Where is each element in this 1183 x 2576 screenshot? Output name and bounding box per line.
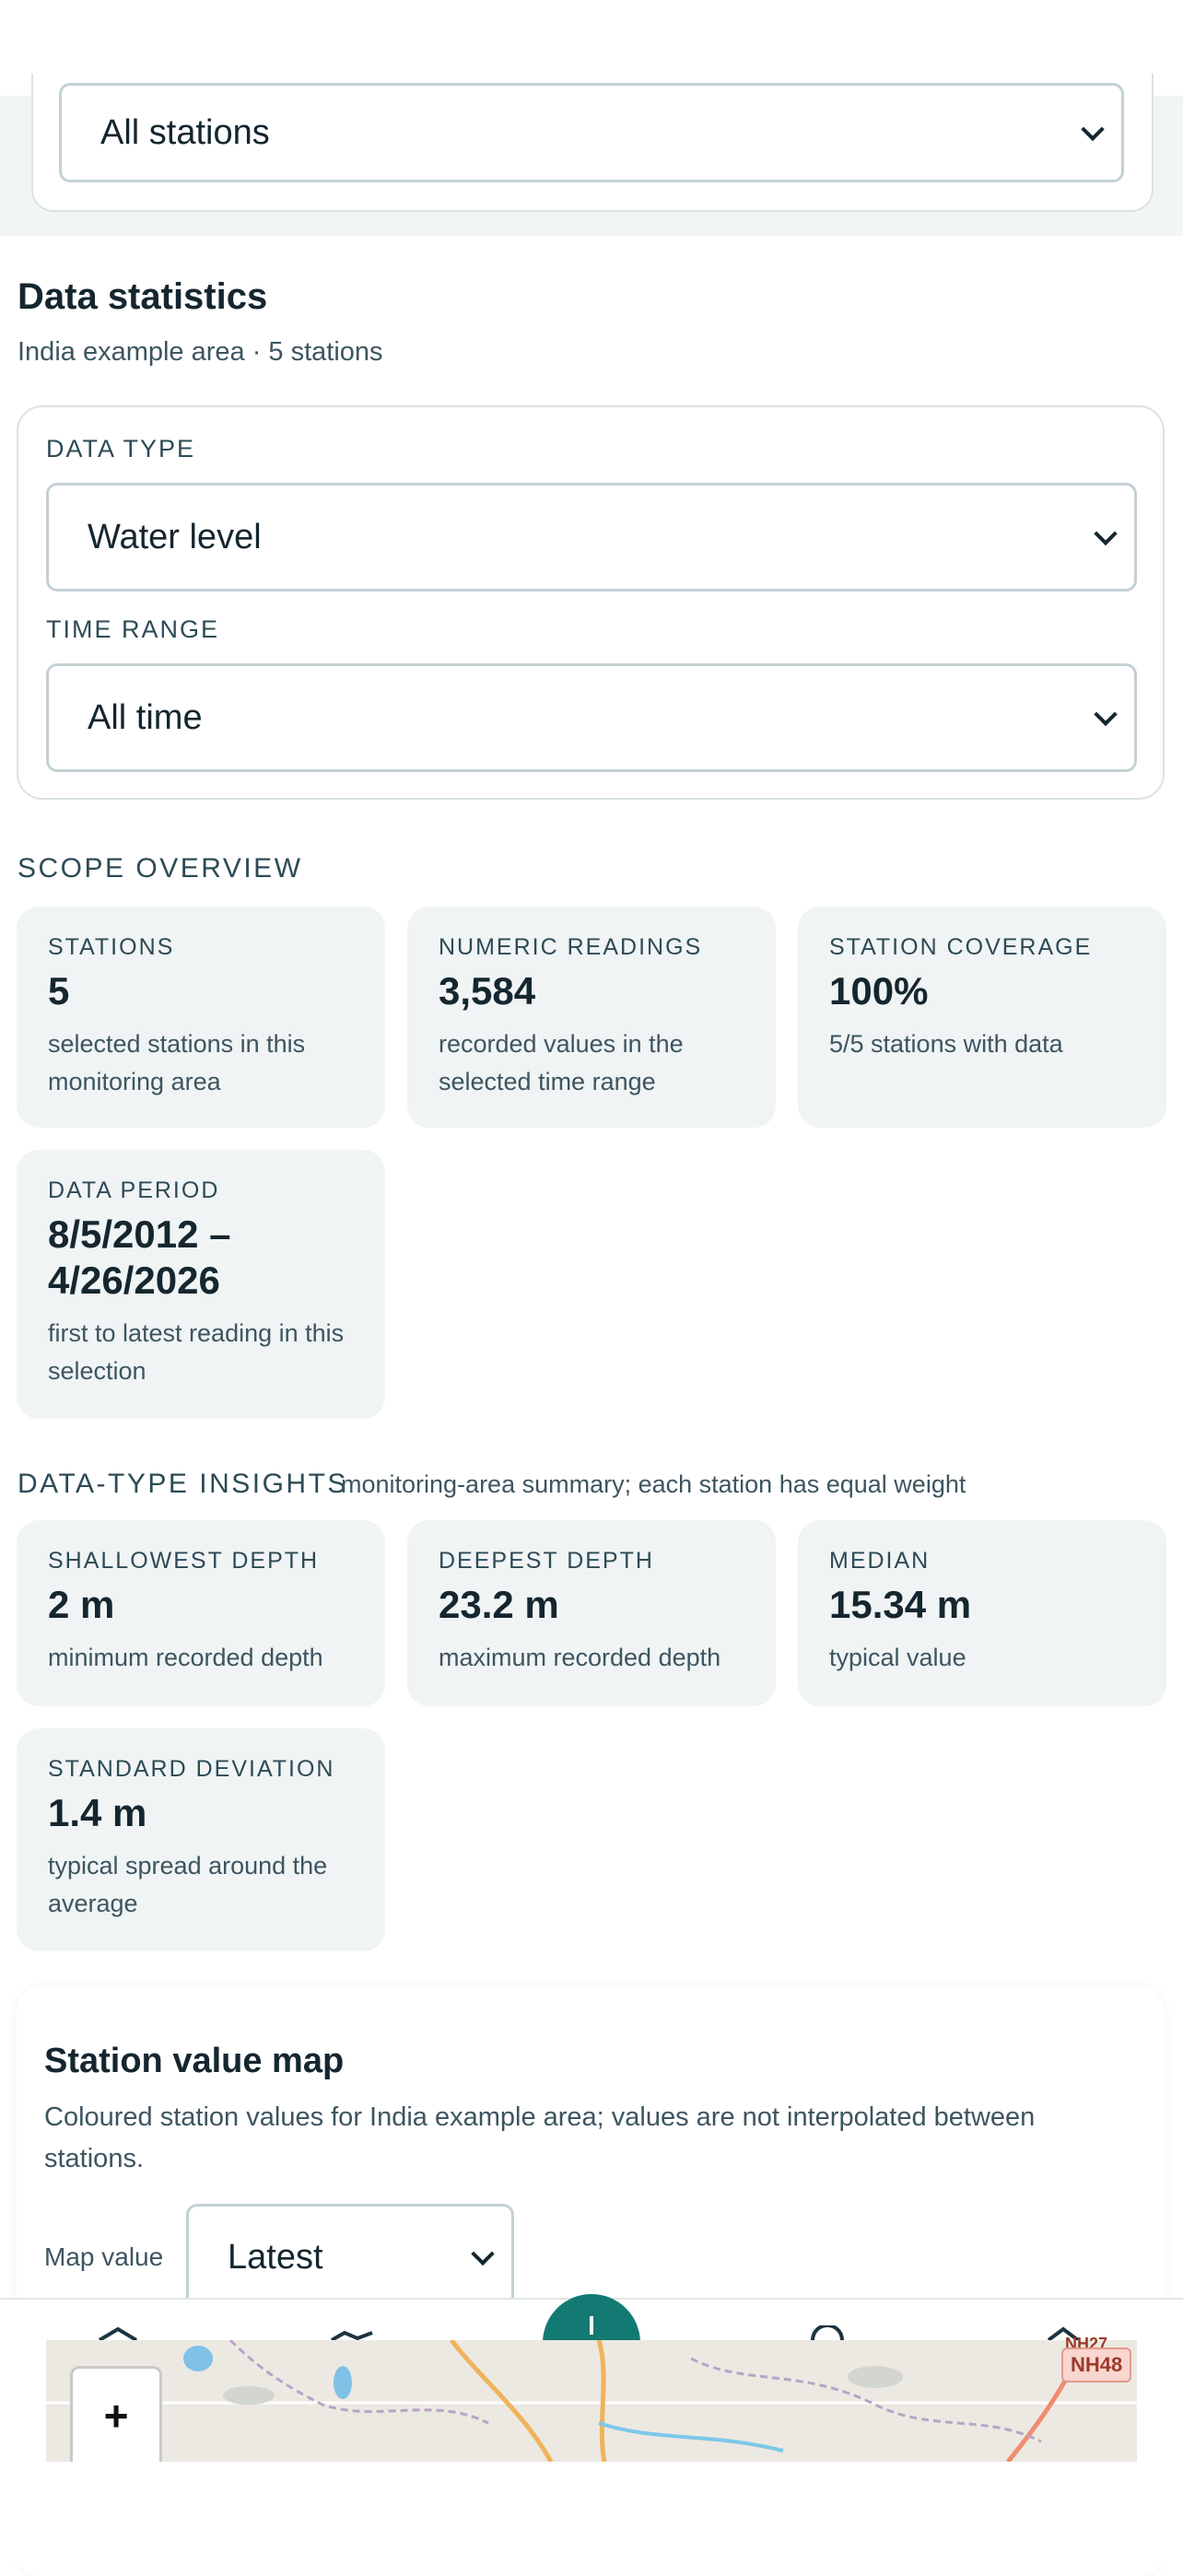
stat-card-data-period: DATA PERIOD 8/5/2012 – 4/26/2026 first t… [17,1150,385,1419]
map-description: Coloured station values for India exampl… [44,2102,1036,2173]
stat-card-value: 5 [48,969,70,1013]
stat-card-desc: first to latest reading in this selectio… [48,1319,345,1385]
time-range-value: All time [88,697,203,737]
station-select[interactable]: All stations [59,83,1124,182]
insight-card-value: 23.2 m [439,1583,559,1626]
chevron-down-icon [1081,117,1105,142]
station-select-value: All stations [100,112,270,152]
stat-card-title: STATION COVERAGE [829,934,1093,960]
chevron-down-icon [1094,521,1118,546]
data-type-label: DATA TYPE [46,435,196,463]
stat-card-title: STATIONS [48,934,175,960]
chevron-down-icon [471,2242,495,2266]
insight-card-title: SHALLOWEST DEPTH [48,1548,320,1574]
stat-card-title: NUMERIC READINGS [439,934,703,960]
stat-card-value: 3,584 [439,969,536,1013]
stat-card-stations: STATIONS 5 selected stations in this mon… [17,907,385,1128]
stat-card-desc: recorded values in the selected time ran… [439,1030,684,1095]
time-range-select[interactable]: All time [46,663,1137,772]
stat-card-value: 8/5/2012 – 4/26/2026 [48,1212,231,1302]
station-map[interactable] [46,2340,1137,2462]
map-value-select[interactable]: Latest [186,2204,514,2311]
insights-note: monitoring-area summary; each station ha… [341,1470,966,1498]
insight-card-deepest: DEEPEST DEPTH 23.2 m maximum recorded de… [407,1520,776,1706]
map-title: Station value map [44,2042,345,2080]
stat-card-desc: selected stations in this monitoring are… [48,1030,306,1095]
stat-card-station-coverage: STATION COVERAGE 100% 5/5 stations with … [798,907,1166,1128]
insight-card-std-dev: STANDARD DEVIATION 1.4 m typical spread … [17,1728,385,1951]
map-tiles [46,2340,1137,2462]
data-type-select[interactable]: Water level [46,483,1137,591]
insight-card-value: 1.4 m [48,1791,147,1834]
map-value-select-value: Latest [228,2237,323,2277]
insight-card-desc: typical spread around the average [48,1852,328,1917]
map-value-label: Map value [44,2242,164,2271]
scope-overview-title: SCOPE OVERVIEW [18,853,303,884]
stat-card-title: DATA PERIOD [48,1177,220,1203]
data-type-value: Water level [88,517,262,556]
stat-card-numeric-readings: NUMERIC READINGS 3,584 recorded values i… [407,907,776,1128]
search-icon[interactable] [807,2325,848,2340]
insight-card-desc: typical value [829,1644,966,1671]
insight-card-value: 2 m [48,1583,115,1626]
insight-card-desc: maximum recorded depth [439,1644,721,1671]
insight-card-median: MEDIAN 15.34 m typical value [798,1520,1166,1706]
insight-card-shallowest: SHALLOWEST DEPTH 2 m minimum recorded de… [17,1520,385,1706]
home-icon[interactable] [92,2327,144,2340]
add-icon [590,2316,593,2335]
insight-card-desc: minimum recorded depth [48,1644,323,1671]
road-label: NH48 [1061,2348,1132,2383]
stat-card-desc: 5/5 stations with data [829,1030,1063,1058]
chevron-down-icon [1094,702,1118,727]
insight-card-value: 15.34 m [829,1583,972,1626]
insight-card-title: DEEPEST DEPTH [439,1548,654,1574]
insight-card-title: MEDIAN [829,1548,931,1574]
road-label-partial: NH27 [1065,2335,1108,2348]
stat-card-value: 100% [829,969,929,1013]
map-icon[interactable] [328,2329,380,2340]
time-range-label: TIME RANGE [46,615,220,643]
stats-title: Data statistics [18,276,268,317]
settings-icon[interactable] [1045,2325,1082,2340]
insights-title: DATA-TYPE INSIGHTS [18,1469,348,1499]
insight-card-title: STANDARD DEVIATION [48,1756,335,1782]
map-zoom-in-button[interactable]: + [70,2366,162,2462]
stats-subtitle: India example area · 5 stations [18,337,383,367]
